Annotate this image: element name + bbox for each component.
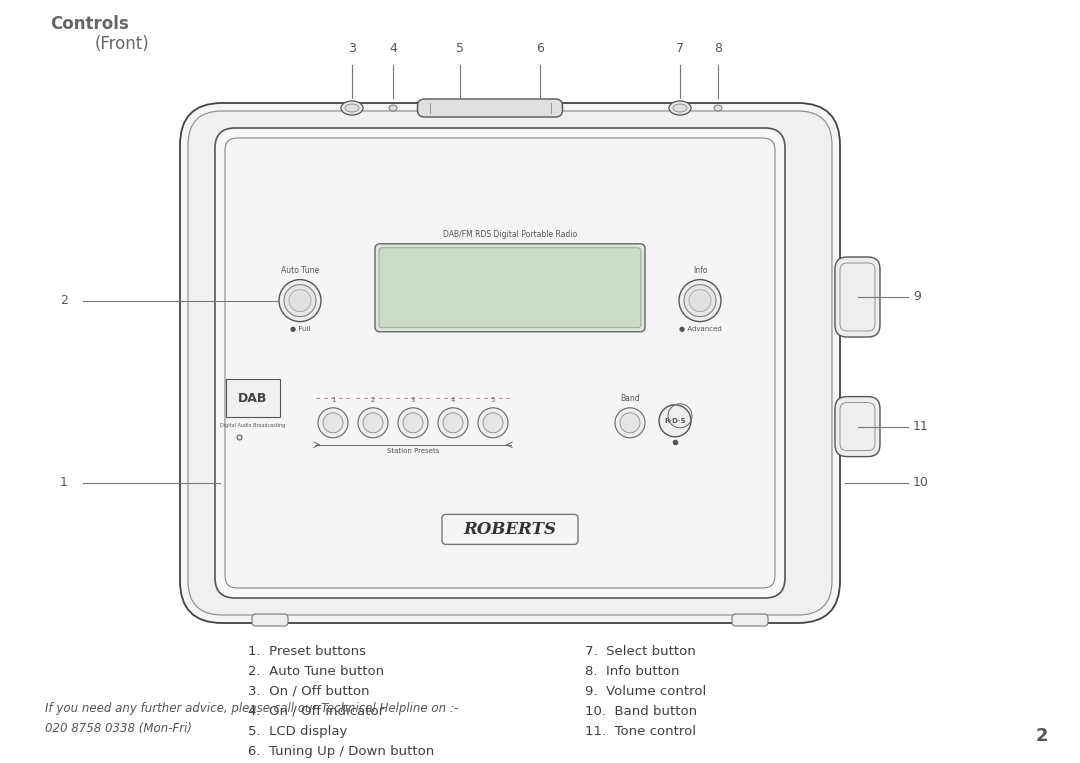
Circle shape <box>689 290 711 311</box>
Circle shape <box>399 407 428 438</box>
Text: 3.  On / Off button: 3. On / Off button <box>248 685 369 698</box>
Text: 3: 3 <box>348 42 356 55</box>
Text: 4: 4 <box>450 397 455 403</box>
Ellipse shape <box>345 104 359 112</box>
Text: ● Advanced: ● Advanced <box>678 326 721 332</box>
Text: 2: 2 <box>60 294 68 307</box>
FancyBboxPatch shape <box>180 103 840 623</box>
Text: If you need any further advice, please call our Technical Helpline on :-: If you need any further advice, please c… <box>45 702 458 715</box>
FancyBboxPatch shape <box>418 99 563 117</box>
Text: Digital Audio Broadcasting: Digital Audio Broadcasting <box>220 423 285 428</box>
Circle shape <box>289 290 311 311</box>
Text: DAB: DAB <box>239 391 268 405</box>
Text: Station Presets: Station Presets <box>387 448 440 454</box>
Ellipse shape <box>673 104 687 112</box>
Text: 1: 1 <box>330 397 335 403</box>
Circle shape <box>438 407 468 438</box>
Text: Controls: Controls <box>50 15 129 33</box>
Text: 9.  Volume control: 9. Volume control <box>585 685 706 698</box>
Text: Band: Band <box>620 394 639 403</box>
Text: 5.  LCD display: 5. LCD display <box>248 725 348 738</box>
Text: 10.  Band button: 10. Band button <box>585 705 697 718</box>
Circle shape <box>357 407 388 438</box>
Text: Auto Tune: Auto Tune <box>281 266 319 275</box>
Ellipse shape <box>669 101 691 115</box>
Text: 9: 9 <box>913 291 921 304</box>
Circle shape <box>679 279 721 321</box>
Text: 11.  Tone control: 11. Tone control <box>585 725 696 738</box>
Text: R·D·S: R·D·S <box>664 418 686 423</box>
FancyBboxPatch shape <box>252 614 288 626</box>
FancyBboxPatch shape <box>442 514 578 544</box>
FancyBboxPatch shape <box>188 111 832 615</box>
Circle shape <box>483 413 503 433</box>
Circle shape <box>403 413 423 433</box>
Text: 5: 5 <box>456 42 464 55</box>
Ellipse shape <box>389 105 397 111</box>
Text: DAB/FM RDS Digital Portable Radio: DAB/FM RDS Digital Portable Radio <box>443 230 577 239</box>
Circle shape <box>363 413 383 433</box>
FancyBboxPatch shape <box>835 257 880 337</box>
Circle shape <box>443 413 463 433</box>
Circle shape <box>318 407 348 438</box>
Text: 2.  Auto Tune button: 2. Auto Tune button <box>248 665 384 678</box>
Text: 5: 5 <box>490 397 496 403</box>
FancyBboxPatch shape <box>835 397 880 456</box>
Circle shape <box>284 285 316 317</box>
Text: 8.  Info button: 8. Info button <box>585 665 679 678</box>
Ellipse shape <box>714 105 723 111</box>
Text: 10: 10 <box>913 476 929 489</box>
Text: 1.  Preset buttons: 1. Preset buttons <box>248 645 366 658</box>
Circle shape <box>684 285 716 317</box>
FancyBboxPatch shape <box>375 244 645 332</box>
Text: Info: Info <box>692 266 707 275</box>
FancyBboxPatch shape <box>732 614 768 626</box>
Text: 8: 8 <box>714 42 723 55</box>
Ellipse shape <box>341 101 363 115</box>
FancyBboxPatch shape <box>215 128 785 598</box>
Text: ROBERTS: ROBERTS <box>463 521 556 538</box>
Text: 11: 11 <box>913 420 929 433</box>
Text: 1: 1 <box>60 476 68 489</box>
FancyBboxPatch shape <box>225 138 775 588</box>
Text: ● Full: ● Full <box>289 326 310 332</box>
Circle shape <box>279 279 321 321</box>
Text: 020 8758 0338 (Mon-Fri): 020 8758 0338 (Mon-Fri) <box>45 722 192 735</box>
Circle shape <box>659 405 691 436</box>
Text: 6: 6 <box>536 42 544 55</box>
Circle shape <box>615 407 645 438</box>
Text: 7.  Select button: 7. Select button <box>585 645 696 658</box>
Text: 2: 2 <box>370 397 375 403</box>
Text: 4: 4 <box>389 42 397 55</box>
Text: (Front): (Front) <box>95 35 150 53</box>
Circle shape <box>323 413 343 433</box>
Text: 7: 7 <box>676 42 684 55</box>
Text: 2: 2 <box>1036 727 1048 745</box>
FancyBboxPatch shape <box>379 248 642 328</box>
Text: 4.  On / Off indicator: 4. On / Off indicator <box>248 705 384 718</box>
Text: 6.  Tuning Up / Down button: 6. Tuning Up / Down button <box>248 745 434 758</box>
Text: 3: 3 <box>410 397 415 403</box>
Circle shape <box>478 407 508 438</box>
Circle shape <box>620 413 640 433</box>
